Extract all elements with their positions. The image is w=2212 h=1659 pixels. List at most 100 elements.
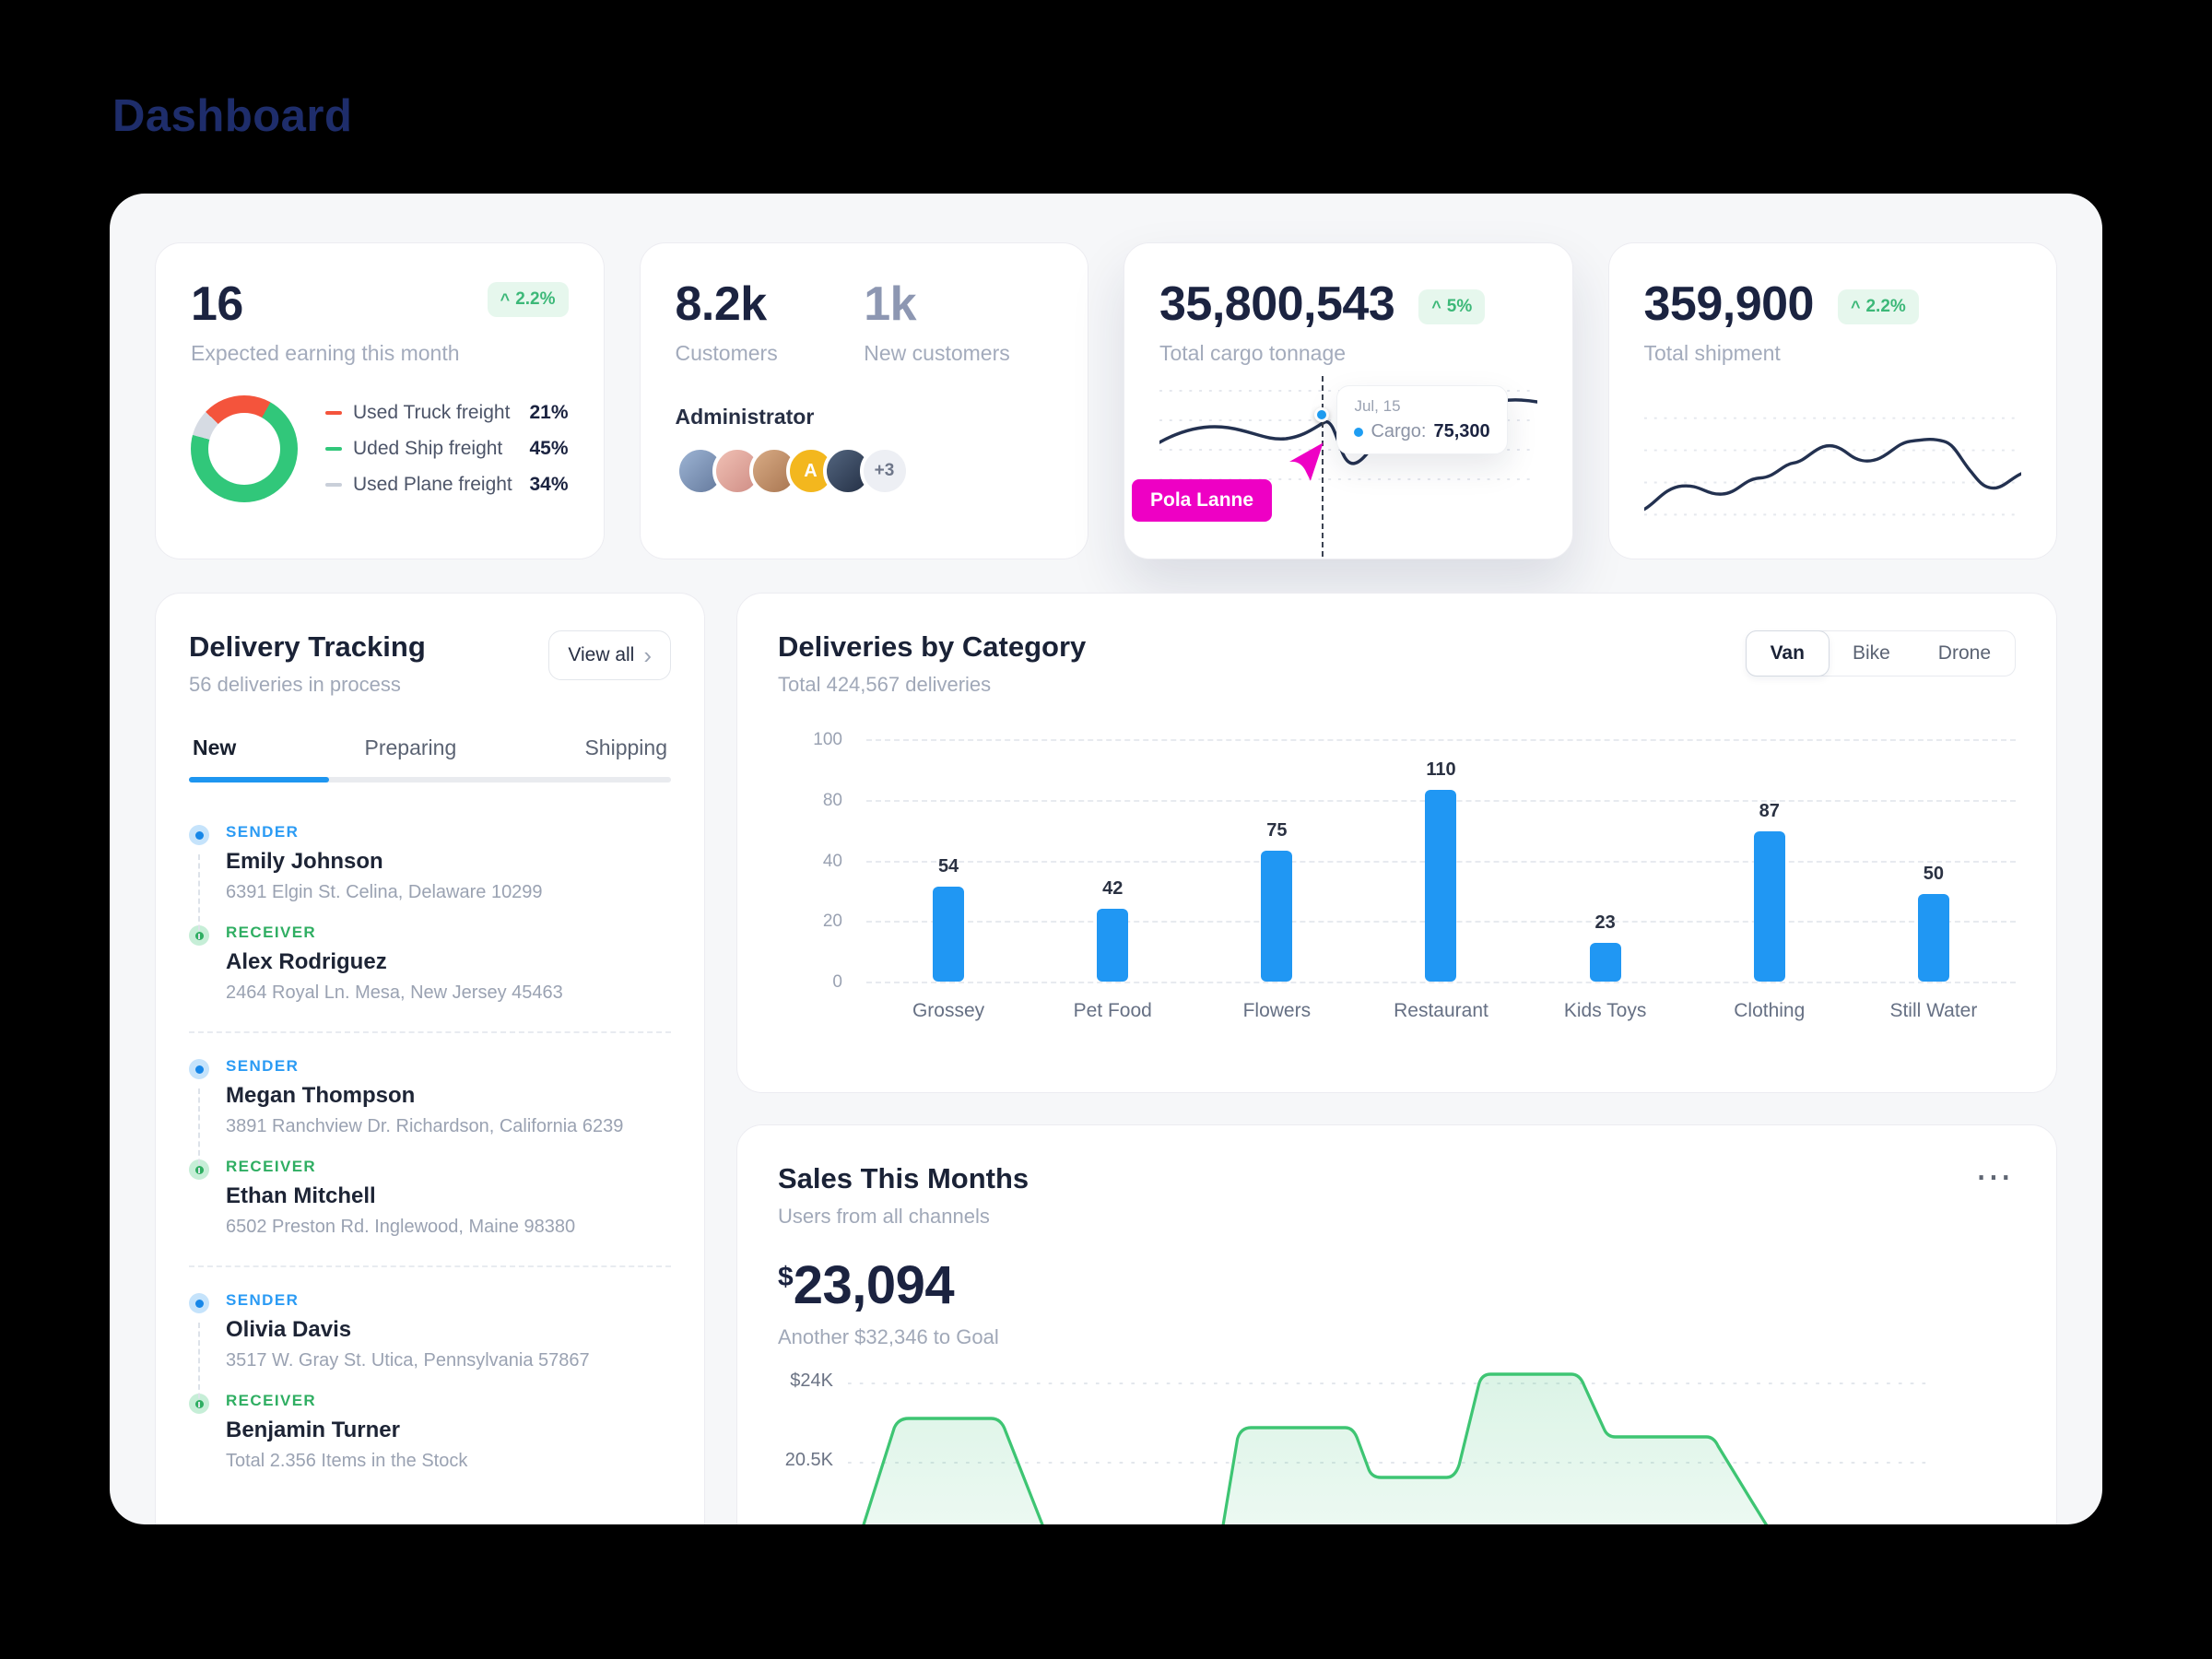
avatar-more-count[interactable]: +3 (859, 446, 910, 496)
card-cargo-tonnage: 35,800,543 ^ 5% Total cargo tonnage (1124, 242, 1573, 559)
card-total-shipment: 359,900 ^ 2.2% Total shipment (1607, 242, 2057, 559)
x-axis-label: Clothing (1734, 1000, 1806, 1021)
earning-trend-value: 2.2% (515, 289, 556, 309)
receiver-label: RECEIVER (226, 1158, 317, 1175)
bar-value-label: 87 (1759, 800, 1780, 821)
cargo-trend-badge: ^ 5% (1418, 289, 1486, 324)
sender-label: SENDER (226, 1291, 300, 1309)
total-shipment-value: 359,900 (1643, 277, 1815, 331)
customers-value: 8.2k (675, 277, 768, 331)
receiver-dot-icon (189, 925, 209, 946)
sender-dot-icon (189, 1293, 209, 1313)
bar-value-label: 42 (1102, 878, 1124, 900)
category-bar[interactable] (1425, 790, 1457, 982)
shipment-line-chart (1643, 409, 2021, 525)
bar-value-label: 75 (1266, 819, 1288, 841)
sender-name: Olivia Davis (226, 1317, 352, 1342)
sales-goal-label: Another $32,346 to Goal (778, 1325, 999, 1348)
legend-value: 45% (529, 438, 569, 459)
category-bar[interactable] (933, 887, 965, 982)
x-axis-label: Flowers (1242, 1000, 1312, 1021)
legend-marker-plane (325, 483, 342, 487)
category-bar[interactable] (1097, 909, 1129, 982)
shipment-trend-badge: ^ 2.2% (1837, 289, 1919, 324)
tooltip-date: Jul, 15 (1354, 397, 1401, 415)
legend-item-plane: Used Plane freight 34% (325, 474, 569, 496)
category-bar[interactable] (1589, 942, 1621, 982)
mode-bike[interactable]: Bike (1852, 642, 1890, 664)
receiver-row[interactable]: RECEIVER Benjamin Turner Total 2.356 Ite… (189, 1384, 671, 1485)
y-axis-label: 0 (832, 972, 842, 992)
ellipsis-menu-icon[interactable]: ⋯ (1975, 1157, 2012, 1197)
tab-new[interactable]: New (193, 735, 237, 759)
sales-y-label-24k: $24K (790, 1371, 833, 1391)
sender-row[interactable]: SENDER Olivia Davis 3517 W. Gray St. Uti… (189, 1284, 671, 1384)
receiver-dot-icon (189, 1394, 209, 1414)
sender-label: SENDER (226, 823, 300, 841)
new-customers-value: 1k (864, 277, 917, 331)
administrator-label: Administrator (675, 405, 815, 429)
x-axis-labels: Grossey Pet Food Flowers Restaurant Kids… (866, 1000, 2016, 1022)
expected-earning-label: Expected earning this month (191, 341, 460, 365)
y-axis-label: 40 (822, 851, 842, 871)
tab-shipping[interactable]: Shipping (584, 735, 667, 759)
sales-title: Sales This Months (778, 1162, 1030, 1194)
category-bar[interactable] (1261, 850, 1293, 982)
sender-dot-icon (189, 1059, 209, 1079)
deliveries-by-category-panel: Deliveries by Category Total 424,567 del… (736, 593, 2057, 1093)
category-bar[interactable] (1917, 894, 1949, 982)
chart-data-point[interactable] (1314, 407, 1330, 422)
bar-column: 75 (1194, 739, 1359, 982)
receiver-label: RECEIVER (226, 924, 317, 941)
y-axis-label: 80 (822, 790, 842, 810)
tab-preparing[interactable]: Preparing (364, 735, 457, 759)
receiver-label: RECEIVER (226, 1392, 317, 1409)
delivery-tracking-subtitle: 56 deliveries in process (189, 673, 401, 696)
cargo-trend-value: 5% (1446, 297, 1473, 316)
legend-value: 21% (529, 402, 569, 423)
x-axis-label: Still Water (1889, 1000, 1978, 1021)
legend-item-truck: Used Truck freight 21% (325, 402, 569, 424)
sales-amount: 23,094 (793, 1255, 955, 1315)
bar-column: 110 (1359, 739, 1523, 982)
sender-label: SENDER (226, 1057, 300, 1075)
bar-column: 42 (1030, 739, 1194, 982)
receiver-name: Alex Rodriguez (226, 949, 387, 974)
earning-trend-badge: ^ 2.2% (487, 282, 569, 317)
bars: 54 42 75 110 (866, 739, 2016, 982)
bar-column: 87 (1688, 739, 1852, 982)
legend-marker-truck (325, 411, 342, 415)
receiver-row[interactable]: RECEIVER Ethan Mitchell 6502 Preston Rd.… (189, 1150, 671, 1251)
y-axis-label: 20 (822, 912, 842, 932)
customers-label: Customers (675, 341, 778, 365)
sender-row[interactable]: SENDER Emily Johnson 6391 Elgin St. Celi… (189, 816, 671, 916)
bar-column: 50 (1852, 739, 2016, 982)
sender-dot-icon (189, 825, 209, 845)
sender-address: 6391 Elgin St. Celina, Delaware 10299 (226, 882, 543, 902)
stat-cards-row: 16 ^ 2.2% Expected earning this month Us… (155, 242, 2057, 559)
receiver-address: 2464 Royal Ln. Mesa, New Jersey 45463 (226, 982, 563, 1003)
shipment-pair: SENDER Megan Thompson 3891 Ranchview Dr.… (189, 1041, 671, 1251)
legend-value: 34% (529, 474, 569, 495)
legend-item-ship: Uded Ship freight 45% (325, 438, 569, 460)
delivery-tabs: New Preparing Shipping (189, 735, 671, 760)
list-divider (189, 1265, 671, 1267)
category-bar[interactable] (1753, 830, 1785, 982)
bar-column: 23 (1524, 739, 1688, 982)
sender-address: 3891 Ranchview Dr. Richardson, Californi… (226, 1116, 624, 1136)
trend-up-icon: ^ (1431, 297, 1441, 316)
receiver-row[interactable]: RECEIVER Alex Rodriguez 2464 Royal Ln. M… (189, 916, 671, 1017)
mode-drone[interactable]: Drone (1937, 642, 1991, 664)
category-bar-chart: 100 80 40 20 0 54 42 (813, 730, 2016, 992)
sales-area-chart (848, 1356, 1927, 1524)
active-tab-indicator (189, 777, 329, 782)
mode-van[interactable]: Van (1745, 630, 1830, 677)
sales-panel: Sales This Months Users from all channel… (736, 1124, 2057, 1524)
x-axis-label: Restaurant (1394, 1000, 1488, 1021)
view-all-button[interactable]: View all › (548, 630, 671, 680)
receiver-name: Benjamin Turner (226, 1418, 400, 1442)
sales-subtitle: Users from all channels (778, 1205, 990, 1228)
list-divider (189, 1031, 671, 1033)
sender-row[interactable]: SENDER Megan Thompson 3891 Ranchview Dr.… (189, 1050, 671, 1150)
new-customers-label: New customers (864, 341, 1010, 365)
